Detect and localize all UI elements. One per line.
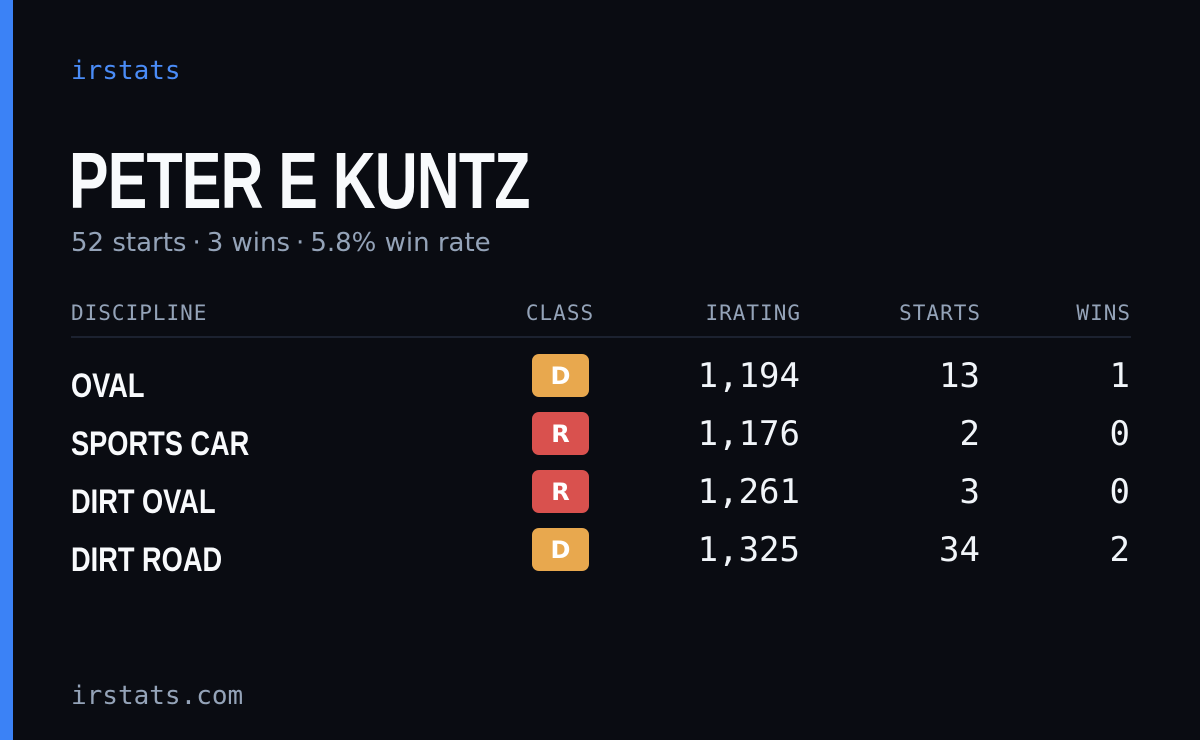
summary-win-rate: 5.8% win rate bbox=[310, 228, 491, 258]
summary-line: 52 starts · 3 wins · 5.8% win rate bbox=[71, 228, 491, 258]
irating-value: 1,325 bbox=[697, 530, 800, 570]
header-starts: STARTS bbox=[899, 301, 981, 325]
header-wins: WINS bbox=[1076, 301, 1131, 325]
summary-separator: · bbox=[296, 228, 305, 258]
irating-value: 1,194 bbox=[697, 356, 800, 396]
header-irating: IRATING bbox=[705, 301, 801, 325]
header-class-label: CLASS bbox=[525, 301, 595, 325]
table-row: SPORTS CAR R 1,176 2 0 bbox=[71, 412, 1131, 470]
summary-starts: 52 starts bbox=[71, 228, 187, 258]
footer-site-link: irstats.com bbox=[71, 681, 244, 711]
class-badge: R bbox=[532, 470, 589, 513]
wins-value: 1 bbox=[1109, 356, 1130, 396]
discipline-table: DISCIPLINE CLASS IRATING STARTS WINS OVA… bbox=[71, 298, 1131, 579]
discipline-name: DIRT OVAL bbox=[71, 483, 216, 521]
wins-value: 0 bbox=[1109, 414, 1130, 454]
summary-separator: · bbox=[192, 228, 201, 258]
irating-value: 1,261 bbox=[697, 472, 800, 512]
table-row: OVAL D 1,194 13 1 bbox=[71, 354, 1131, 412]
table-row: DIRT OVAL R 1,261 3 0 bbox=[71, 470, 1131, 528]
accent-bar bbox=[0, 0, 13, 740]
starts-value: 13 bbox=[939, 356, 980, 396]
starts-value: 34 bbox=[939, 530, 980, 570]
discipline-name: DIRT ROAD bbox=[71, 541, 223, 579]
class-badge: D bbox=[532, 354, 589, 397]
starts-value: 2 bbox=[959, 414, 980, 454]
table-body: OVAL D 1,194 13 1 SPORTS CAR R 1,176 2 0… bbox=[71, 354, 1131, 586]
table-row: DIRT ROAD D 1,325 34 2 bbox=[71, 528, 1131, 586]
wins-value: 0 bbox=[1109, 472, 1130, 512]
brand-logo-text: irstats bbox=[71, 56, 181, 86]
table-header: DISCIPLINE CLASS IRATING STARTS WINS bbox=[71, 298, 1131, 338]
discipline-name: OVAL bbox=[71, 367, 145, 405]
header-discipline: DISCIPLINE bbox=[71, 301, 208, 325]
class-badge: R bbox=[532, 412, 589, 455]
wins-value: 2 bbox=[1109, 530, 1130, 570]
starts-value: 3 bbox=[959, 472, 980, 512]
discipline-name: SPORTS CAR bbox=[71, 425, 250, 463]
summary-wins: 3 wins bbox=[206, 228, 291, 258]
irating-value: 1,176 bbox=[697, 414, 800, 454]
driver-name: PETER E KUNTZ bbox=[69, 136, 530, 225]
class-badge: D bbox=[532, 528, 589, 571]
